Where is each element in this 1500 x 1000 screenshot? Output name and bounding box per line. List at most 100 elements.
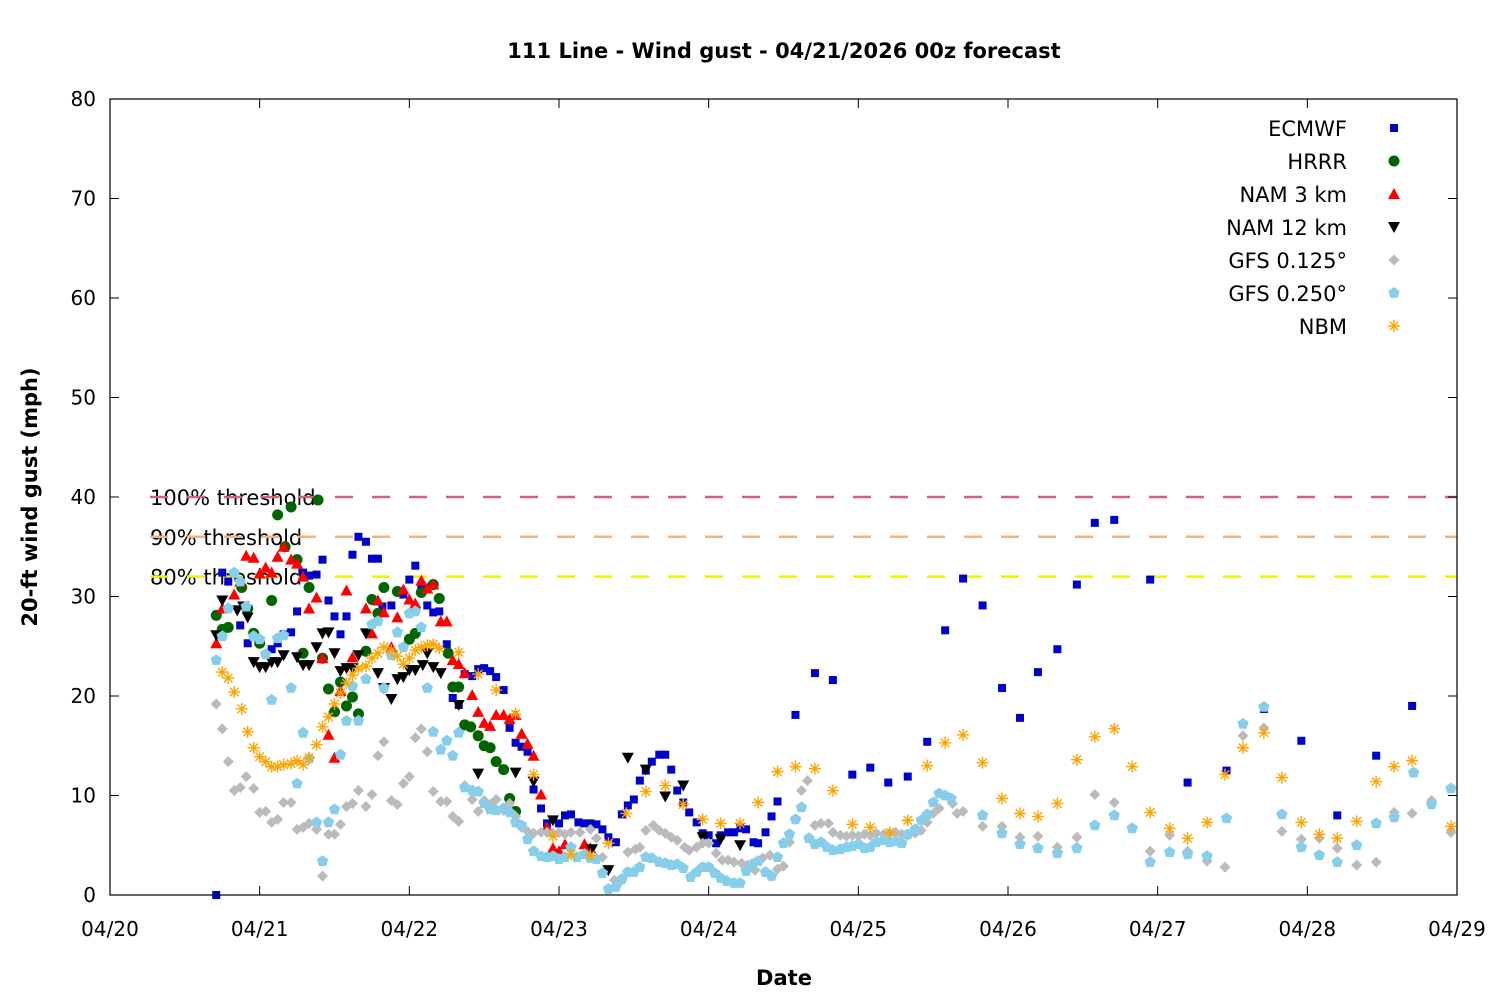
data-point [598, 825, 607, 834]
data-point [866, 763, 875, 772]
legend-marker [1388, 254, 1400, 266]
data-point [310, 816, 323, 828]
data-point [346, 691, 358, 703]
data-point [329, 706, 340, 718]
data-point [277, 650, 290, 662]
data-point [742, 825, 751, 834]
data-point [222, 672, 235, 685]
data-point [584, 849, 597, 862]
legend-marker [1388, 222, 1400, 233]
data-point [996, 792, 1009, 805]
data-point [340, 677, 353, 690]
data-point [864, 821, 877, 834]
data-point [734, 877, 746, 888]
data-point [1033, 668, 1042, 677]
data-point [228, 686, 241, 699]
data-point [703, 837, 715, 849]
data-point [415, 641, 428, 654]
data-point [1425, 798, 1438, 810]
data-point [1144, 845, 1156, 857]
data-point [574, 826, 586, 838]
data-point [478, 797, 490, 809]
data-point [1051, 797, 1064, 810]
data-point [1013, 807, 1026, 820]
data-point [761, 828, 770, 837]
data-point [771, 851, 784, 862]
data-point [903, 772, 912, 781]
data-point [371, 668, 384, 680]
data-point [1070, 753, 1083, 766]
data-point [1331, 832, 1344, 845]
data-point [310, 738, 323, 751]
data-point [1236, 741, 1249, 754]
data-point [409, 665, 422, 677]
data-point [416, 660, 429, 672]
data-point [452, 646, 465, 659]
x-tick-label: 04/22 [381, 917, 439, 941]
data-point [564, 848, 577, 861]
data-point [415, 574, 428, 586]
data-point [1108, 796, 1120, 808]
data-point [409, 644, 422, 657]
data-point [453, 815, 465, 827]
data-point [509, 767, 522, 779]
data-point [634, 841, 646, 853]
data-point [685, 808, 694, 817]
data-point [397, 658, 410, 671]
data-point [535, 788, 548, 800]
data-point [403, 771, 415, 783]
data-point [387, 601, 396, 610]
data-point [1031, 810, 1044, 823]
data-point [945, 792, 957, 804]
data-point [265, 566, 278, 578]
data-point [342, 612, 351, 621]
data-point [340, 714, 353, 726]
data-point [1144, 856, 1156, 867]
data-point [1333, 811, 1342, 820]
data-point [433, 592, 445, 604]
data-point [297, 570, 310, 582]
data-point [303, 582, 315, 594]
data-point [754, 839, 763, 848]
data-point [503, 806, 516, 818]
data-point [1313, 849, 1325, 861]
data-point [427, 786, 439, 798]
data-point [1219, 768, 1232, 781]
data-point [789, 813, 802, 825]
data-point [427, 638, 440, 651]
data-point [421, 582, 434, 594]
data-point [285, 553, 298, 565]
data-point [996, 827, 1008, 839]
data-point [846, 818, 859, 831]
data-point [334, 818, 346, 830]
data-point [752, 855, 764, 866]
data-point [272, 813, 284, 825]
data-point [803, 832, 815, 844]
data-point [267, 645, 276, 654]
data-point [620, 807, 633, 820]
data-point [697, 837, 709, 849]
data-point [253, 750, 266, 763]
data-point [472, 805, 484, 817]
data-point [677, 862, 689, 873]
data-point [547, 830, 560, 843]
data-point [1276, 808, 1288, 820]
legend-marker [1390, 124, 1398, 132]
data-point [1146, 575, 1155, 584]
data-point [1295, 833, 1307, 845]
data-point [939, 736, 952, 749]
data-point [330, 612, 339, 621]
data-point [336, 630, 345, 639]
data-point [303, 751, 316, 764]
data-point [521, 737, 534, 749]
data-point [1088, 730, 1101, 743]
data-point [415, 723, 427, 735]
data-point [677, 780, 690, 792]
data-point [537, 804, 546, 813]
data-point [998, 684, 1007, 693]
data-point [509, 707, 522, 720]
data-point [297, 758, 310, 771]
data-point [259, 648, 272, 660]
data-point [259, 561, 272, 573]
data-point [565, 826, 577, 838]
